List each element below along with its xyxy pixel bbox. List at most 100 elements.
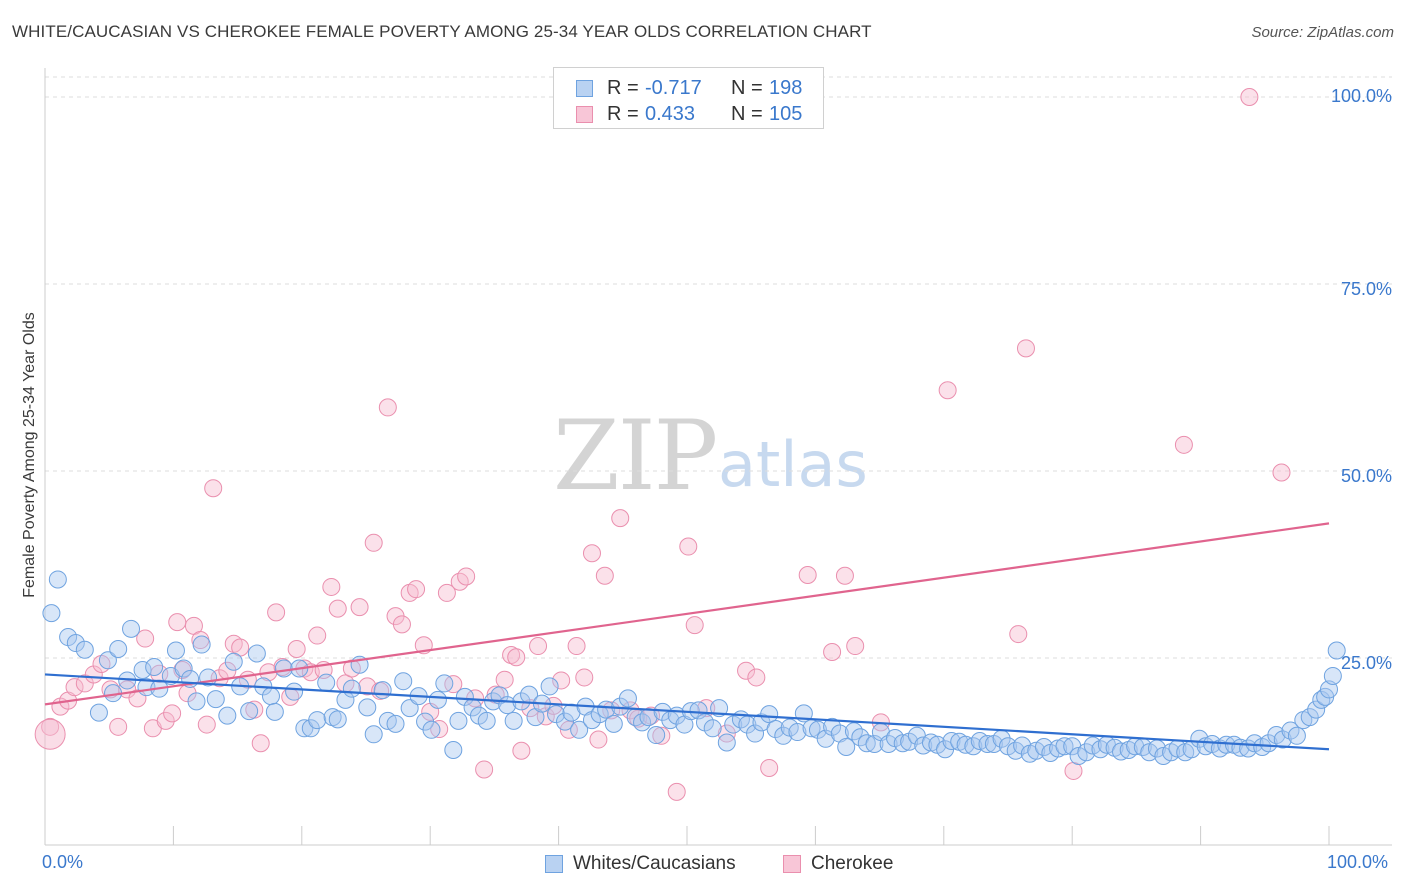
data-point-cherokee [364,533,383,552]
data-point-whites [109,640,128,659]
data-point-whites [455,687,474,706]
data-point-whites [435,674,454,693]
data-point-whites [400,699,419,718]
data-point-whites [274,659,293,678]
data-point-whites [808,720,827,739]
data-point-whites [1077,743,1096,762]
data-point-cherokee [267,603,286,622]
data-point-whites [1320,680,1338,699]
data-point-whites [540,677,559,696]
data-point-cherokee [582,544,601,563]
whites-points [42,570,1346,765]
data-point-cherokee [65,678,84,697]
legend-item-whites[interactable]: Whites/Caucasians [545,853,736,875]
data-point-whites [42,604,61,623]
data-point-cherokee [308,626,327,645]
data-point-whites [75,640,94,659]
trend-line-whites [44,673,1330,751]
data-point-cherokee [798,565,817,584]
data-point-cherokee [251,734,270,753]
data-point-cherokee [204,479,223,498]
data-point-cherokee [512,741,531,760]
data-point-cherokee [835,566,854,585]
data-point-whites [766,720,785,739]
data-point-whites [174,659,193,678]
data-point-cherokee [1272,463,1291,482]
data-point-cherokee [760,758,779,777]
data-point-whites [122,619,141,638]
data-point-cherokee [378,398,397,417]
data-point-cherokee [437,583,456,602]
data-point-whites [1111,742,1130,761]
legend-swatch-blue [576,79,593,97]
data-point-cherokee [407,580,426,599]
data-point-whites [1300,708,1319,727]
data-point-whites [295,719,314,738]
data-point-whites [449,711,468,730]
legend-item-cherokee[interactable]: Cherokee [783,853,893,875]
watermark-zip: ZIP [553,400,718,512]
data-point-whites [240,702,259,721]
data-point-whites [710,699,729,718]
legend-label-whites: Whites/Caucasians [573,853,736,874]
legend-n-value: 198 [769,76,803,99]
data-point-cherokee [611,509,630,528]
data-point-cherokee [350,598,369,617]
legend-r-value: -0.717 [645,76,702,99]
data-point-whites [89,703,108,722]
data-point-whites [556,712,575,731]
data-point-cherokee [685,616,704,635]
y-tick-label: 25.0% [1340,653,1392,673]
data-point-whites [422,720,441,739]
legend-swatch-pink [783,855,801,873]
data-point-whites [942,732,961,751]
data-point-whites [444,741,463,760]
data-point-whites [428,690,447,709]
data-point-cherokee [163,704,182,723]
data-point-whites [1323,666,1342,685]
data-point-whites [145,657,164,676]
data-point-whites [192,635,211,654]
source-label: Source: ZipAtlas.com [1251,24,1394,41]
data-point-whites [746,724,765,743]
data-point-whites [224,652,243,671]
data-point-whites [317,673,336,692]
data-point-whites [570,720,589,739]
data-point-cherokee [667,782,686,801]
data-point-whites [247,644,266,663]
data-point-whites [717,733,736,752]
data-point-cherokee [595,566,614,585]
watermark-atlas: atlas [718,428,868,501]
x-tick-label-min: 0.0% [42,852,84,872]
data-point-whites [477,711,496,730]
trend-line-cherokee [44,522,1330,706]
data-point-cherokee [495,670,514,689]
legend-r-label: R = [607,76,639,99]
data-point-whites [328,710,347,729]
legend-r-value: 0.433 [645,102,696,125]
axes [44,68,1392,846]
data-point-cherokee [173,660,192,679]
data-point-whites [956,735,975,754]
data-point-cherokee [679,537,698,556]
data-point-cherokee [328,599,347,618]
chart-title: WHITE/CAUCASIAN VS CHEROKEE FEMALE POVER… [12,22,872,41]
data-point-whites [98,651,117,670]
data-point-whites [308,711,327,730]
data-point-whites [285,682,304,701]
data-point-cherokee [84,665,103,684]
data-point-cherokee [322,577,341,596]
data-point-cherokee [846,637,865,656]
data-point-whites [261,687,280,706]
data-point-cherokee [589,730,608,749]
legend-n-label: N = [731,102,763,125]
data-point-whites [1091,740,1110,759]
legend-n-value: 105 [769,102,803,125]
data-point-whites [1327,641,1346,660]
data-point-whites [265,702,284,721]
data-point-whites [689,701,708,720]
data-point-whites [1055,737,1074,756]
data-point-whites [66,634,85,653]
data-point-cherokee [34,718,66,750]
